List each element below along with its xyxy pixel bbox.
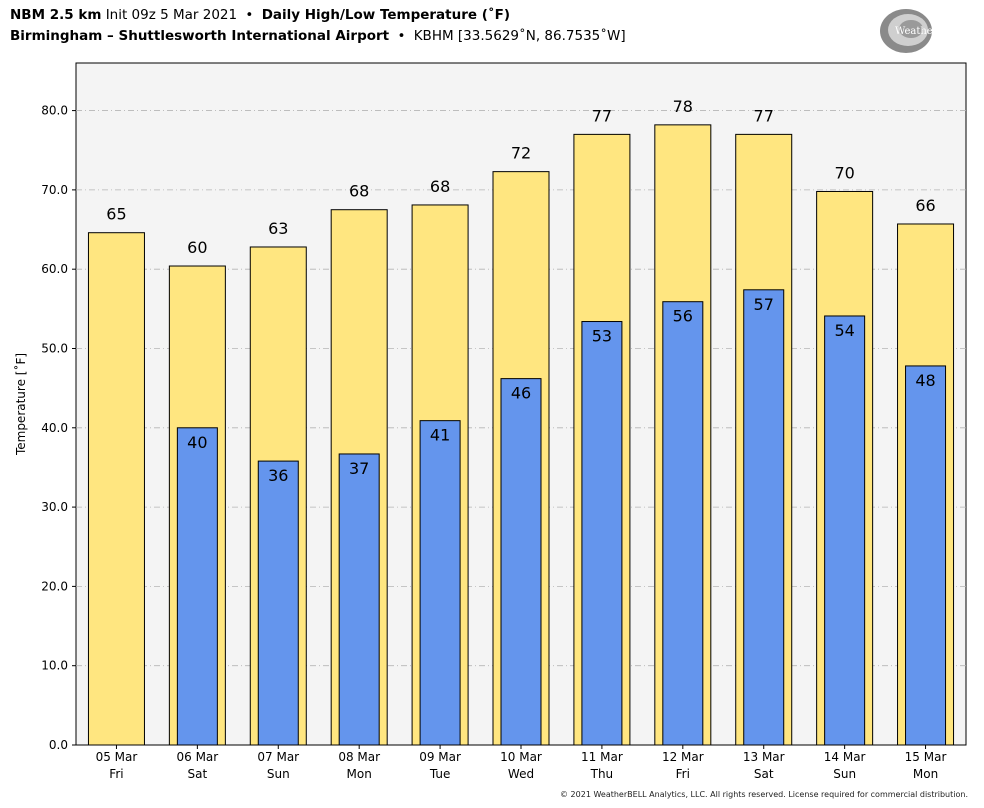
location-name: Birmingham – Shuttlesworth International…	[10, 28, 390, 44]
x-tick-label-day: Mon	[347, 767, 372, 781]
x-tick-label-day: Sun	[267, 767, 290, 781]
high-temp-label: 66	[915, 196, 935, 215]
product-name: Daily High/Low Temperature (˚F)	[261, 7, 511, 23]
high-temp-label: 68	[349, 182, 369, 201]
x-tick-label-day: Mon	[913, 767, 938, 781]
x-tick-label-date: 05 Mar	[96, 750, 138, 764]
high-temp-label: 77	[592, 106, 612, 125]
high-temp-label: 70	[834, 163, 854, 182]
x-tick-label-day: Fri	[109, 767, 123, 781]
low-temp-bar	[176, 427, 218, 746]
y-tick-label: 50.0	[41, 341, 68, 355]
low-temp-label: 40	[187, 433, 207, 452]
low-temp-bar	[338, 453, 380, 746]
x-tick-label-day: Wed	[508, 767, 534, 781]
x-tick-label-day: Sat	[188, 767, 208, 781]
low-temp-label: 53	[592, 327, 612, 346]
header-line-1: NBM 2.5 km Init 09z 5 Mar 2021 • Daily H…	[10, 5, 626, 26]
low-temp-label: 36	[268, 466, 288, 485]
high-temp-label: 77	[754, 106, 774, 125]
low-temp-label: 57	[754, 295, 774, 314]
high-temp-label: 65	[106, 205, 126, 224]
y-axis-label: Temperature [˚F]	[13, 353, 28, 456]
high-temp-label: 60	[187, 238, 207, 257]
low-temp-label: 37	[349, 459, 369, 478]
y-tick-label: 70.0	[41, 183, 68, 197]
high-temp-label: 78	[673, 97, 693, 116]
high-temp-label: 63	[268, 219, 288, 238]
low-temp-bar	[419, 420, 461, 746]
low-temp-label: 48	[915, 371, 935, 390]
x-tick-label-day: Tue	[429, 767, 451, 781]
x-tick-label-date: 08 Mar	[338, 750, 380, 764]
init-time: Init 09z 5 Mar 2021	[105, 7, 238, 23]
y-tick-label: 0.0	[49, 738, 68, 752]
high-temp-label: 68	[430, 177, 450, 196]
y-tick-label: 60.0	[41, 262, 68, 276]
x-tick-label-day: Sat	[754, 767, 774, 781]
low-temp-bar	[581, 321, 623, 746]
y-tick-label: 40.0	[41, 421, 68, 435]
low-temp-bar	[500, 378, 542, 746]
y-axis: 0.0 10.0 20.0 30.0 40.0 50.0 60.0 70.0 80.0	[41, 104, 76, 752]
chart-header: NBM 2.5 km Init 09z 5 Mar 2021 • Daily H…	[10, 5, 626, 47]
station-info: KBHM [33.5629˚N, 86.7535˚W]	[413, 28, 626, 44]
header-bullet: •	[245, 7, 254, 23]
x-axis: 05 Mar Fri 06 Mar Sat 07 Mar Sun 08 Mar Mon 09 M…	[96, 745, 947, 781]
weatherbell-logo: WeatherBELL	[880, 9, 966, 53]
y-tick-label: 20.0	[41, 579, 68, 593]
low-temp-label: 41	[430, 426, 450, 445]
low-temp-bar	[743, 289, 785, 746]
low-temp-bar	[662, 301, 704, 746]
high-temp-label: 72	[511, 144, 531, 163]
model-name: NBM 2.5 km	[10, 7, 102, 23]
low-temp-label: 54	[834, 321, 854, 340]
x-tick-label-day: Sun	[833, 767, 856, 781]
low-temp-bar	[824, 315, 866, 746]
x-tick-label-day: Thu	[590, 767, 614, 781]
low-temp-label: 46	[511, 384, 531, 403]
x-tick-label-date: 15 Mar	[905, 750, 947, 764]
low-temperature-series: 40 36 37 41 46 53 56 57 54 48	[176, 289, 947, 746]
y-tick-label: 80.0	[41, 104, 68, 118]
x-tick-label-date: 10 Mar	[500, 750, 542, 764]
x-tick-label-date: 09 Mar	[419, 750, 461, 764]
x-tick-label-date: 11 Mar	[581, 750, 623, 764]
x-tick-label-date: 07 Mar	[257, 750, 299, 764]
low-temp-bar	[257, 460, 299, 746]
x-tick-label-date: 14 Mar	[824, 750, 866, 764]
high-temp-bar	[87, 232, 145, 746]
logo-swirl	[899, 20, 923, 38]
copyright-notice: © 2021 WeatherBELL Analytics, LLC. All r…	[560, 790, 968, 799]
header-bullet: •	[397, 28, 406, 44]
x-tick-label-date: 06 Mar	[176, 750, 218, 764]
y-tick-label: 10.0	[41, 659, 68, 673]
x-tick-label-date: 13 Mar	[743, 750, 785, 764]
low-temp-label: 56	[673, 307, 693, 326]
low-temp-bar	[905, 365, 947, 746]
y-tick-label: 30.0	[41, 500, 68, 514]
x-tick-label-day: Fri	[676, 767, 690, 781]
logo-text: WeatherBELL	[895, 26, 966, 37]
header-line-2: Birmingham – Shuttlesworth International…	[10, 26, 626, 47]
x-tick-label-date: 12 Mar	[662, 750, 704, 764]
